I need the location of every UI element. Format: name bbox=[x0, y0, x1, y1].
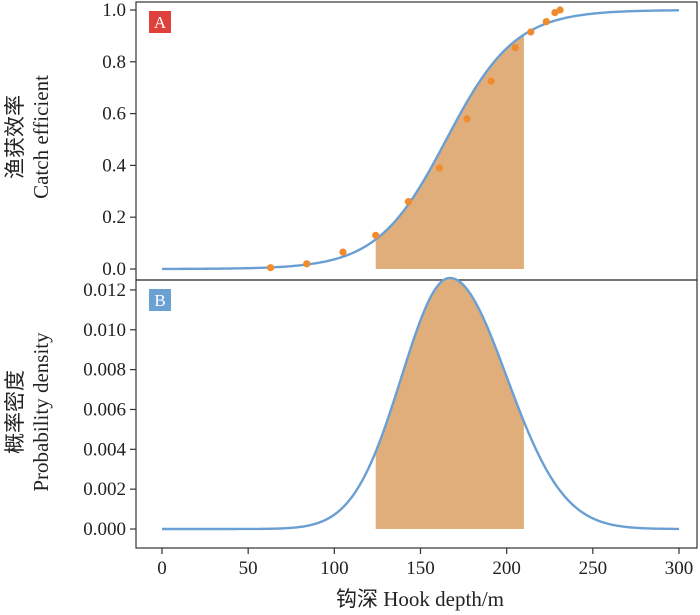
x-tick-label: 300 bbox=[665, 558, 694, 579]
panel-a: 0.0 0.2 0.4 0.6 0.8 1.0 A 渔获效率 Catch efficien… bbox=[3, 0, 698, 281]
x-tick-label: 150 bbox=[406, 558, 435, 579]
y-tick-label: 0.8 bbox=[102, 52, 126, 73]
panel-b-tag: B bbox=[154, 291, 165, 310]
panel-b-y-label-cn: 概率密度 bbox=[3, 370, 27, 454]
panel-a-shaded-area bbox=[375, 34, 524, 270]
panel-b-y-ticks: 0.000 0.002 0.004 0.006 0.008 0.010 0.012 bbox=[83, 280, 136, 540]
panel-b-frame bbox=[135, 279, 698, 549]
panel-b-y-label-en: Probability density bbox=[29, 332, 53, 492]
panel-b-x-ticks: 0 50 100 150 200 250 300 bbox=[157, 548, 693, 579]
x-tick-label: 100 bbox=[320, 558, 349, 579]
panel-b-tag-background bbox=[149, 289, 171, 311]
data-point bbox=[372, 231, 380, 239]
panel-a-logistic-curve bbox=[162, 9, 680, 271]
y-tick-label: 0.008 bbox=[83, 360, 126, 381]
x-axis-title: 钩深 Hook depth/m bbox=[336, 587, 504, 611]
y-tick-label: 0.012 bbox=[83, 280, 126, 301]
panel-b-y-axis-title: 概率密度 Probability density bbox=[3, 332, 53, 492]
panel-b-density-curve bbox=[162, 276, 680, 531]
data-point bbox=[527, 28, 535, 36]
y-tick-label: 1.0 bbox=[102, 0, 126, 21]
data-point bbox=[266, 264, 275, 272]
data-point bbox=[463, 115, 471, 123]
x-tick-label: 0 bbox=[157, 558, 167, 579]
y-tick-label: 0.010 bbox=[83, 320, 126, 341]
panel-a-tag: A bbox=[154, 13, 167, 32]
data-point bbox=[303, 260, 311, 268]
panel-b: 0.000 0.002 0.004 0.006 0.008 0.010 0.012 0 50 1… bbox=[3, 276, 698, 611]
panel-a-points bbox=[266, 6, 564, 272]
panel-a-y-ticks: 0.0 0.2 0.4 0.6 0.8 1.0 bbox=[102, 0, 136, 280]
y-tick-label: 0.006 bbox=[83, 399, 126, 420]
y-tick-label: 0.6 bbox=[102, 104, 126, 125]
x-tick-label: 50 bbox=[239, 558, 258, 579]
x-tick-label: 200 bbox=[492, 558, 521, 579]
y-tick-label: 0.2 bbox=[102, 207, 126, 228]
panel-b-shaded-area bbox=[375, 277, 524, 529]
y-tick-label: 0.004 bbox=[83, 439, 126, 460]
panel-a-y-axis-title: 渔获效率 Catch efficient bbox=[3, 75, 53, 199]
panel-a-y-label-cn: 渔获效率 bbox=[3, 95, 27, 179]
y-tick-label: 0.002 bbox=[83, 479, 126, 500]
y-tick-label: 0.000 bbox=[83, 519, 126, 540]
y-tick-label: 0.4 bbox=[102, 155, 126, 176]
data-point bbox=[556, 6, 564, 14]
data-point bbox=[511, 43, 519, 52]
data-point bbox=[339, 248, 347, 256]
y-tick-label: 0.0 bbox=[102, 259, 126, 280]
data-point bbox=[487, 77, 495, 85]
panel-a-y-label-en: Catch efficient bbox=[29, 75, 53, 199]
data-point bbox=[435, 164, 444, 172]
data-point bbox=[542, 18, 550, 26]
panel-a-tag-background bbox=[149, 11, 171, 33]
data-point bbox=[404, 198, 413, 206]
x-tick-label: 250 bbox=[579, 558, 608, 579]
